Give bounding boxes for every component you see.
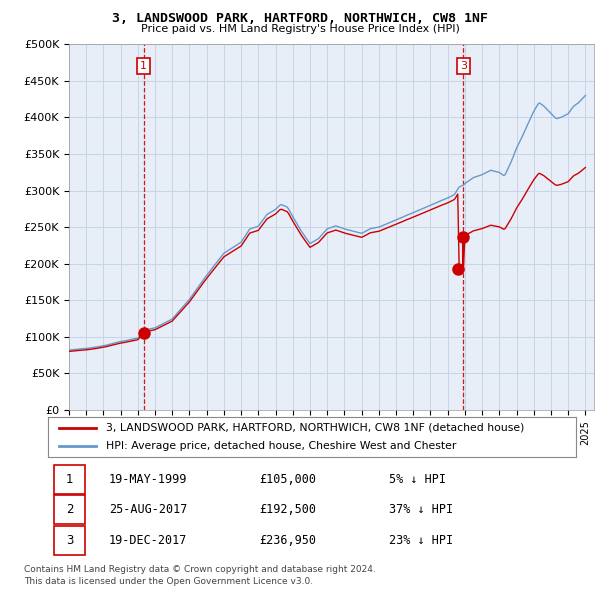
Text: Price paid vs. HM Land Registry's House Price Index (HPI): Price paid vs. HM Land Registry's House … — [140, 24, 460, 34]
Text: 2: 2 — [66, 503, 73, 516]
Text: HPI: Average price, detached house, Cheshire West and Chester: HPI: Average price, detached house, Ches… — [106, 441, 457, 451]
Text: 1: 1 — [140, 61, 147, 71]
FancyBboxPatch shape — [55, 496, 85, 524]
Text: 37% ↓ HPI: 37% ↓ HPI — [389, 503, 452, 516]
Text: 3: 3 — [66, 534, 73, 547]
Text: Contains HM Land Registry data © Crown copyright and database right 2024.: Contains HM Land Registry data © Crown c… — [24, 565, 376, 574]
Text: £192,500: £192,500 — [259, 503, 316, 516]
FancyBboxPatch shape — [55, 465, 85, 493]
Text: 19-DEC-2017: 19-DEC-2017 — [109, 534, 187, 547]
Text: 19-MAY-1999: 19-MAY-1999 — [109, 473, 187, 486]
Text: £105,000: £105,000 — [259, 473, 316, 486]
Text: £236,950: £236,950 — [259, 534, 316, 547]
Text: 25-AUG-2017: 25-AUG-2017 — [109, 503, 187, 516]
Text: 1: 1 — [66, 473, 73, 486]
Text: 3: 3 — [460, 61, 467, 71]
Text: 23% ↓ HPI: 23% ↓ HPI — [389, 534, 452, 547]
FancyBboxPatch shape — [55, 526, 85, 555]
Text: 3, LANDSWOOD PARK, HARTFORD, NORTHWICH, CW8 1NF (detached house): 3, LANDSWOOD PARK, HARTFORD, NORTHWICH, … — [106, 423, 524, 433]
Text: 3, LANDSWOOD PARK, HARTFORD, NORTHWICH, CW8 1NF: 3, LANDSWOOD PARK, HARTFORD, NORTHWICH, … — [112, 12, 488, 25]
Text: 5% ↓ HPI: 5% ↓ HPI — [389, 473, 446, 486]
Text: This data is licensed under the Open Government Licence v3.0.: This data is licensed under the Open Gov… — [24, 577, 313, 586]
